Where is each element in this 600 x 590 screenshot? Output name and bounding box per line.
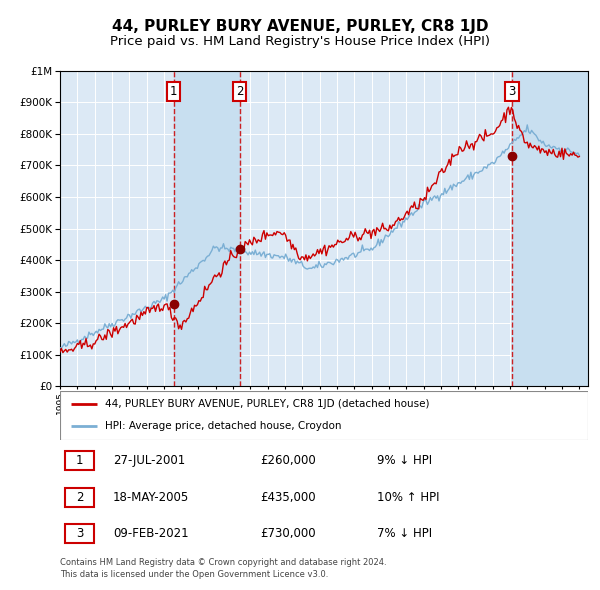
- Text: 27-JUL-2001: 27-JUL-2001: [113, 454, 185, 467]
- Text: £435,000: £435,000: [260, 490, 316, 504]
- Text: 10% ↑ HPI: 10% ↑ HPI: [377, 490, 439, 504]
- Text: 44, PURLEY BURY AVENUE, PURLEY, CR8 1JD (detached house): 44, PURLEY BURY AVENUE, PURLEY, CR8 1JD …: [105, 399, 430, 409]
- FancyBboxPatch shape: [60, 391, 588, 440]
- Text: 1: 1: [170, 85, 178, 98]
- Text: 2: 2: [76, 490, 83, 504]
- Text: 2: 2: [236, 85, 243, 98]
- Text: 7% ↓ HPI: 7% ↓ HPI: [377, 527, 432, 540]
- FancyBboxPatch shape: [65, 451, 94, 470]
- Text: 3: 3: [76, 527, 83, 540]
- Bar: [512, 71, 588, 386]
- Text: £260,000: £260,000: [260, 454, 316, 467]
- Text: 3: 3: [508, 85, 515, 98]
- Text: 09-FEB-2021: 09-FEB-2021: [113, 527, 188, 540]
- Text: Contains HM Land Registry data © Crown copyright and database right 2024.
This d: Contains HM Land Registry data © Crown c…: [60, 558, 386, 579]
- FancyBboxPatch shape: [65, 524, 94, 543]
- Bar: [174, 71, 239, 386]
- Text: 44, PURLEY BURY AVENUE, PURLEY, CR8 1JD: 44, PURLEY BURY AVENUE, PURLEY, CR8 1JD: [112, 19, 488, 34]
- FancyBboxPatch shape: [65, 487, 94, 507]
- Text: 18-MAY-2005: 18-MAY-2005: [113, 490, 189, 504]
- Text: 1: 1: [76, 454, 83, 467]
- Text: 9% ↓ HPI: 9% ↓ HPI: [377, 454, 432, 467]
- Text: £730,000: £730,000: [260, 527, 316, 540]
- Text: HPI: Average price, detached house, Croydon: HPI: Average price, detached house, Croy…: [105, 421, 341, 431]
- Text: Price paid vs. HM Land Registry's House Price Index (HPI): Price paid vs. HM Land Registry's House …: [110, 35, 490, 48]
